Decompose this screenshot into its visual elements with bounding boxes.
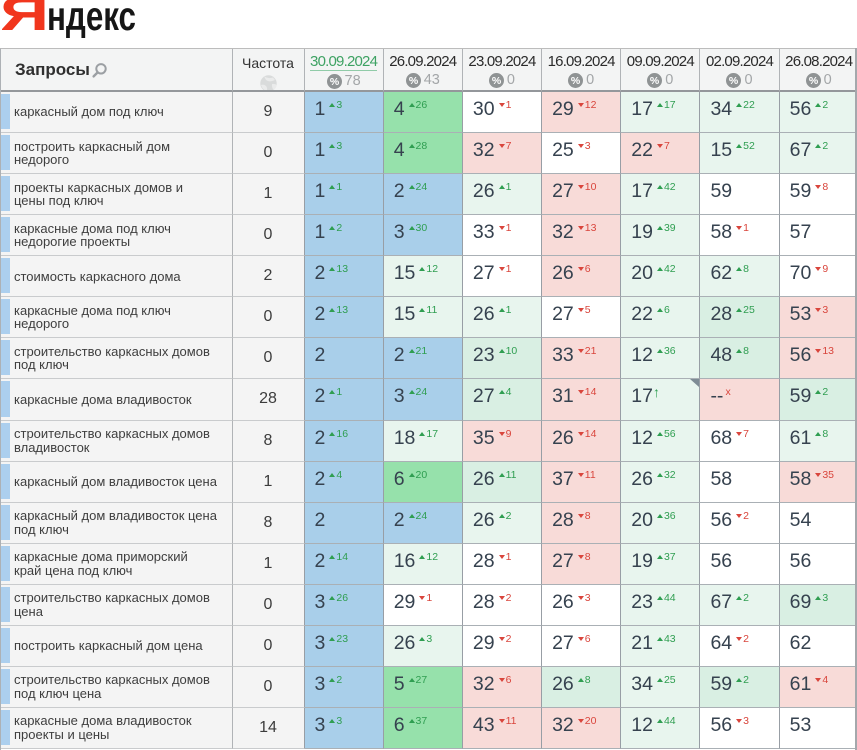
svg-text:%: % [409, 75, 419, 87]
svg-text:%: % [571, 75, 581, 87]
svg-text:%: % [729, 75, 739, 87]
svg-text:%: % [650, 75, 660, 87]
svg-text:%: % [809, 75, 819, 87]
svg-text:%: % [492, 75, 502, 87]
svg-text:%: % [329, 76, 339, 88]
svg-text:Я: Я [2, 0, 49, 41]
svg-text:ндекс: ндекс [47, 0, 136, 39]
